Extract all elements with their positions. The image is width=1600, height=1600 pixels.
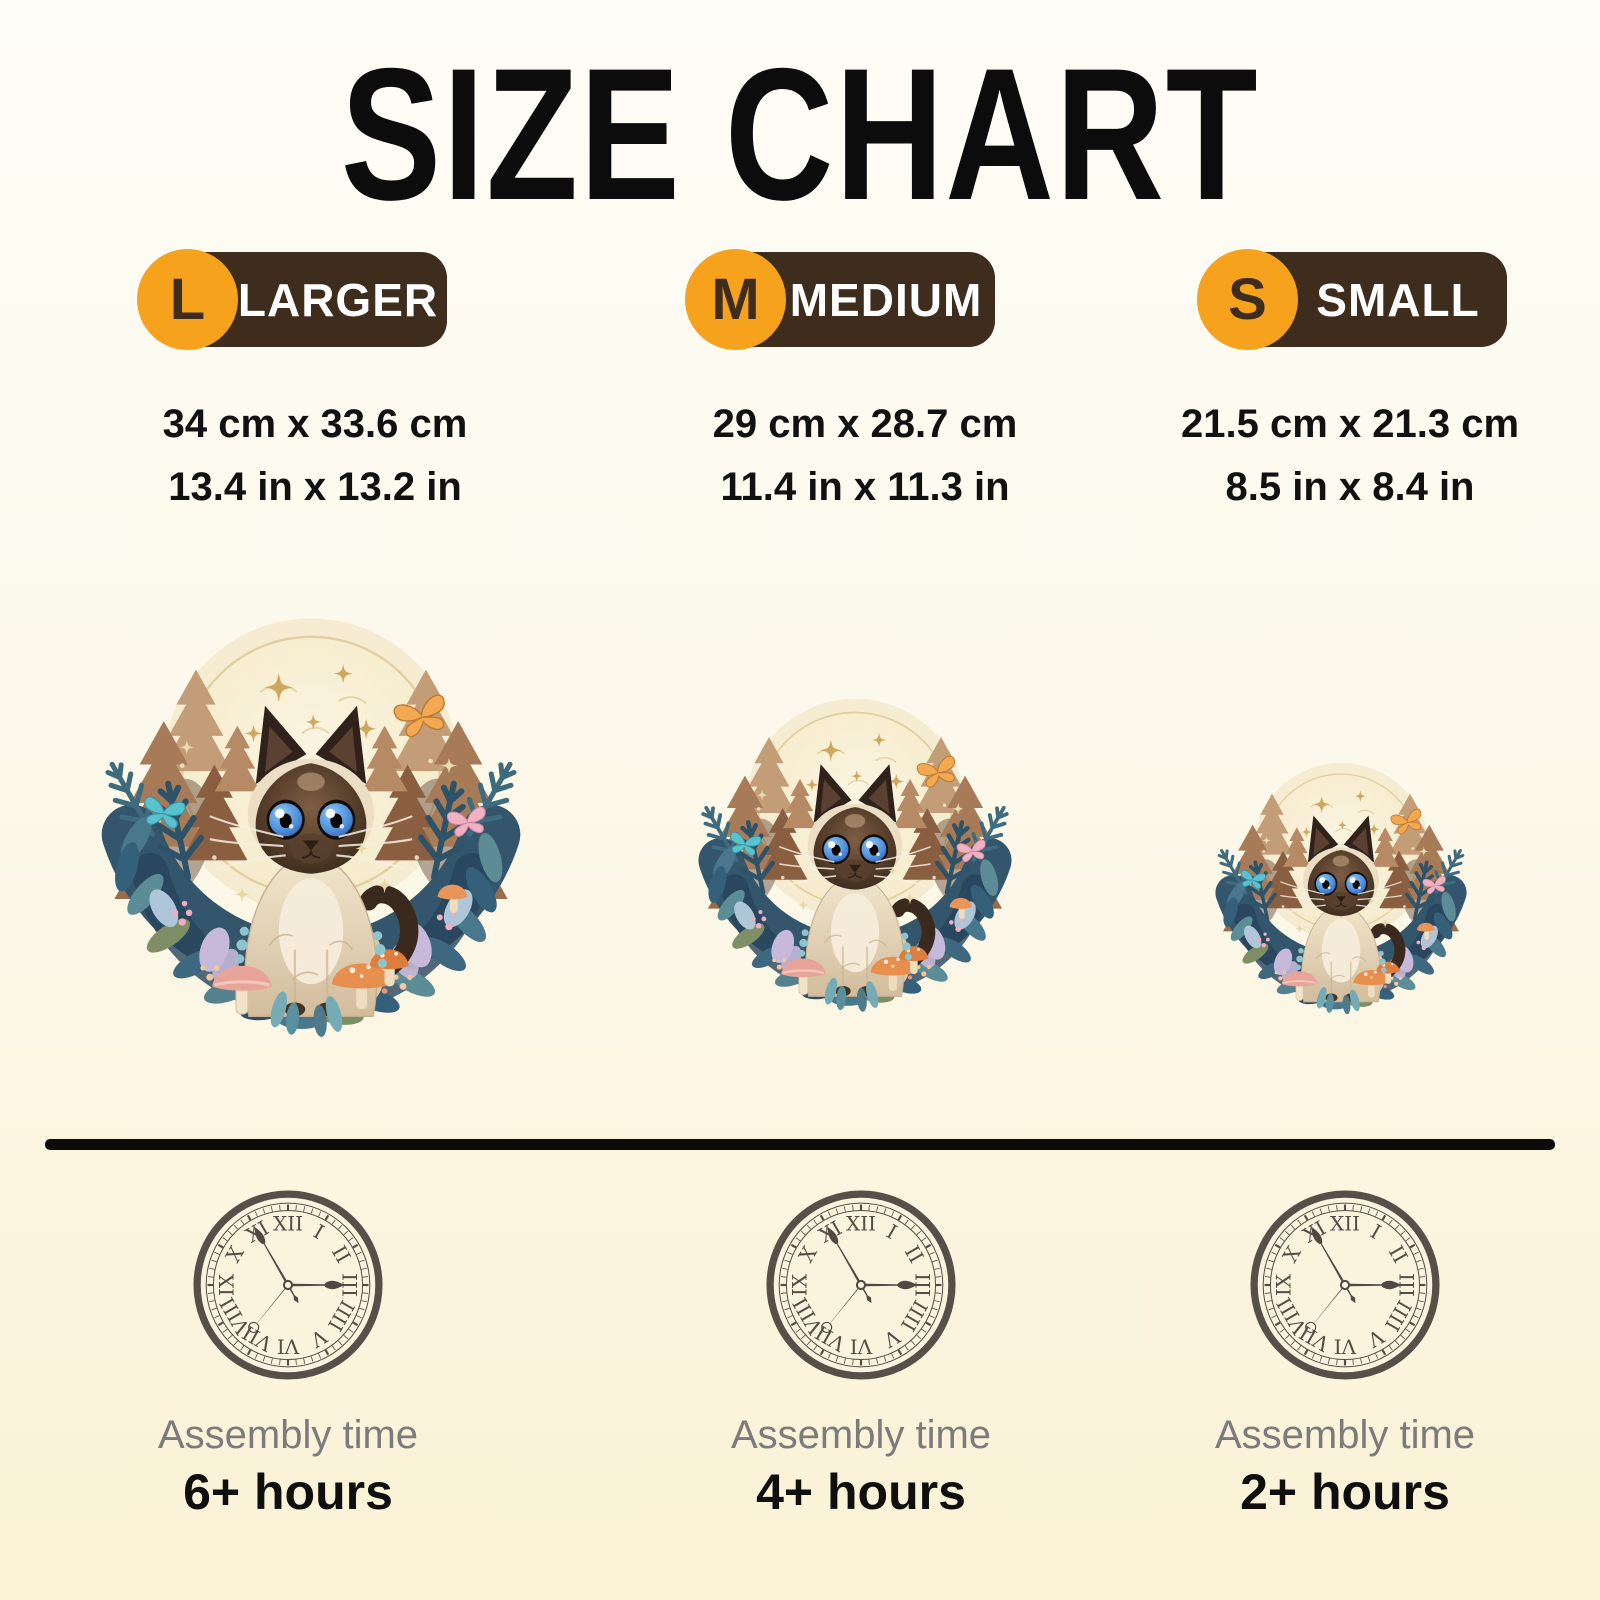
- dimensions-cm: 34 cm x 33.6 cm: [162, 402, 468, 446]
- clock-icon: [1245, 1185, 1445, 1385]
- size-badge-small: SMALL S: [1197, 249, 1507, 350]
- puzzle-artwork-medium: [683, 685, 1027, 1029]
- assembly-time-label: Assembly time: [157, 1413, 419, 1457]
- assembly-hours: 2+ hours: [1240, 1464, 1450, 1520]
- dimensions-small: 21.5 cm x 21.3 cm 8.5 in x 8.4 in: [1125, 400, 1575, 511]
- badge-label: LARGER: [237, 273, 439, 326]
- dimensions-cm: 21.5 cm x 21.3 cm: [1180, 402, 1520, 446]
- badge-label: MEDIUM: [789, 273, 983, 326]
- dimensions-in: 13.4 in x 13.2 in: [168, 465, 462, 509]
- assembly-hours: 6+ hours: [183, 1464, 393, 1520]
- assembly-hours: 4+ hours: [756, 1464, 966, 1520]
- divider: [45, 1139, 1555, 1150]
- assembly-column-larger: Assembly time 6+ hours: [63, 1185, 513, 1519]
- assembly-column-small: Assembly time 2+ hours: [1120, 1185, 1570, 1519]
- assembly-column-medium: Assembly time 4+ hours: [636, 1185, 1086, 1519]
- badge-letter-circle: L: [137, 249, 238, 350]
- assembly-time-label: Assembly time: [730, 1413, 992, 1457]
- dimensions-larger: 34 cm x 33.6 cm 13.4 in x 13.2 in: [90, 400, 540, 511]
- clock-icon: [761, 1185, 961, 1385]
- dimensions-in: 11.4 in x 11.3 in: [720, 465, 1010, 509]
- page-title: SIZE CHART: [340, 29, 1260, 239]
- size-badge-larger: LARGER L: [137, 249, 447, 350]
- badge-letter-circle: M: [685, 249, 786, 350]
- clock-icon: [188, 1185, 388, 1385]
- dimensions-cm: 29 cm x 28.7 cm: [712, 402, 1018, 446]
- dimensions-in: 8.5 in x 8.4 in: [1225, 465, 1475, 509]
- puzzle-artwork-small: [1203, 752, 1479, 1028]
- badge-letter-circle: S: [1197, 249, 1298, 350]
- assembly-time-label: Assembly time: [1214, 1413, 1476, 1457]
- badge-label: SMALL: [1316, 273, 1480, 326]
- dimensions-medium: 29 cm x 28.7 cm 11.4 in x 11.3 in: [640, 400, 1090, 511]
- size-badge-medium: MEDIUM M: [685, 249, 995, 350]
- puzzle-artwork-larger: [81, 600, 541, 1060]
